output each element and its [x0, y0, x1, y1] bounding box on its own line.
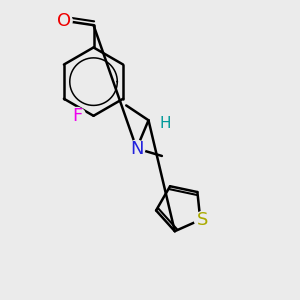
Text: N: N: [130, 140, 143, 158]
Text: O: O: [57, 12, 71, 30]
Text: H: H: [159, 116, 171, 131]
Ellipse shape: [56, 12, 72, 29]
Ellipse shape: [157, 116, 173, 132]
Ellipse shape: [128, 140, 145, 157]
Text: S: S: [197, 211, 208, 229]
Ellipse shape: [69, 107, 85, 124]
Ellipse shape: [194, 212, 211, 228]
Text: F: F: [72, 107, 82, 125]
